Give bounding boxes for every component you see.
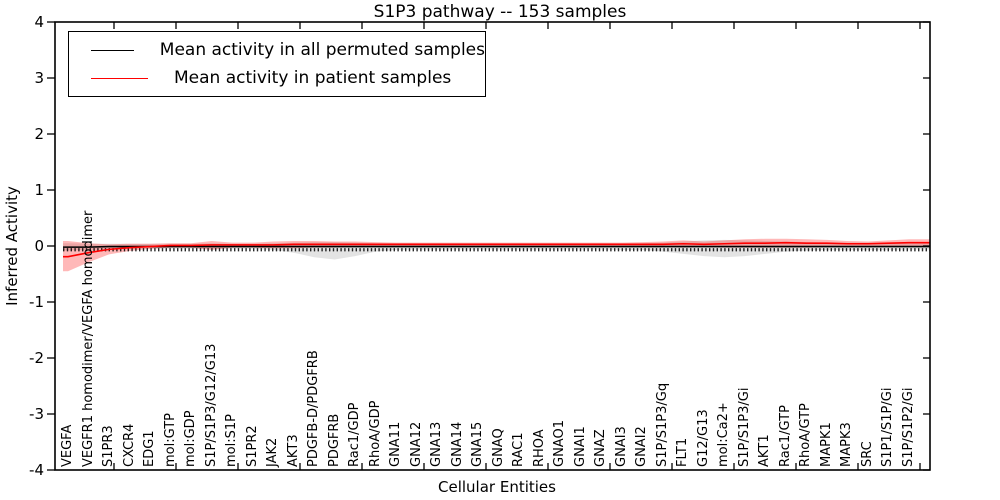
x-tick-label: S1PR2 xyxy=(244,425,260,467)
x-tick-label: FLT1 xyxy=(675,437,691,467)
x-tick-label: GNA11 xyxy=(388,421,404,467)
legend-label-permuted: Mean activity in all permuted samples xyxy=(159,40,485,60)
x-tick-label: EDG1 xyxy=(142,430,158,467)
x-tick-label: S1P1/S1P/Gi xyxy=(880,387,896,467)
legend: Mean activity in all permuted samples Me… xyxy=(68,31,486,97)
x-tick-label: S1PR3 xyxy=(101,425,117,467)
x-tick-label: MAPK3 xyxy=(839,422,855,467)
x-tick-label: CXCR4 xyxy=(121,423,137,467)
x-tick-label: RHOA xyxy=(531,429,547,467)
x-tick-label: VEGFR1 homodimer/VEGFA homodimer xyxy=(80,210,96,467)
chart-title: S1P3 pathway -- 153 samples xyxy=(373,2,627,22)
permuted-line-sample-icon xyxy=(91,49,134,51)
legend-entry-patient: Mean activity in patient samples xyxy=(69,68,485,88)
x-tick-label: PDGFRB xyxy=(326,413,342,467)
patient-mean-line xyxy=(63,241,930,258)
x-tick-label: GNAQ xyxy=(490,428,506,467)
x-tick-label: mol:GDP xyxy=(183,410,199,467)
x-tick-label: PDGFB-D/PDGFRB xyxy=(306,350,322,467)
x-tick-label: RhoA/GDP xyxy=(367,400,383,467)
x-tick-label: mol:S1P xyxy=(224,414,240,467)
x-tick-label: MAPK1 xyxy=(818,422,834,467)
x-tick-label: S1P/S1P3/Gq xyxy=(654,382,670,467)
y-tick-label: -1 xyxy=(29,293,44,311)
x-tick-label: S1P/S1P2/Gi xyxy=(901,387,916,467)
x-tick-label: RhoA/GTP xyxy=(798,403,814,467)
x-tick-label: GNAO1 xyxy=(552,420,568,467)
x-tick-label: Rac1/GDP xyxy=(347,402,363,467)
x-tick-label: SRC xyxy=(859,441,875,467)
y-tick-label: -2 xyxy=(29,349,44,367)
x-tick-label: GNA13 xyxy=(429,421,445,467)
patient-line-sample-icon xyxy=(91,77,148,79)
x-tick-label: mol:GTP xyxy=(162,413,178,467)
x-tick-label: G12/G13 xyxy=(695,409,711,467)
x-tick-label: Rac1/GTP xyxy=(777,405,793,467)
x-tick-label: VEGFA xyxy=(60,424,75,467)
y-tick-label: 3 xyxy=(34,69,44,87)
y-tick-label: 4 xyxy=(34,13,44,31)
x-tick-label: GNA15 xyxy=(470,421,486,467)
x-tick-label: mol:Ca2+ xyxy=(716,402,732,467)
x-tick-label: S1P/S1P3/Gi xyxy=(736,387,752,467)
permuted-mean-line xyxy=(63,245,930,248)
x-tick-label: AKT3 xyxy=(285,434,301,467)
x-tick-label: GNAZ xyxy=(593,429,609,467)
x-tick-label: GNAI2 xyxy=(634,426,650,467)
x-tick-label: GNAI1 xyxy=(572,426,588,467)
x-tick-label: JAK2 xyxy=(265,437,281,467)
legend-entry-permuted: Mean activity in all permuted samples xyxy=(69,40,485,60)
x-axis-label: Cellular Entities xyxy=(438,478,556,496)
y-tick-label: 0 xyxy=(34,237,44,255)
y-tick-label: -3 xyxy=(29,405,44,423)
legend-label-patient: Mean activity in patient samples xyxy=(174,68,452,88)
x-tick-label: GNA12 xyxy=(408,421,424,467)
y-tick-label: 1 xyxy=(34,181,44,199)
y-tick-label: -4 xyxy=(29,461,44,479)
x-tick-label: AKT1 xyxy=(757,434,773,467)
y-tick-label: 2 xyxy=(34,125,44,143)
x-tick-label: S1P/S1P3/G12/G13 xyxy=(203,343,219,467)
x-tick-label: RAC1 xyxy=(511,432,527,467)
x-tick-label: GNA14 xyxy=(449,421,465,467)
x-tick-label: GNAI3 xyxy=(613,426,629,467)
